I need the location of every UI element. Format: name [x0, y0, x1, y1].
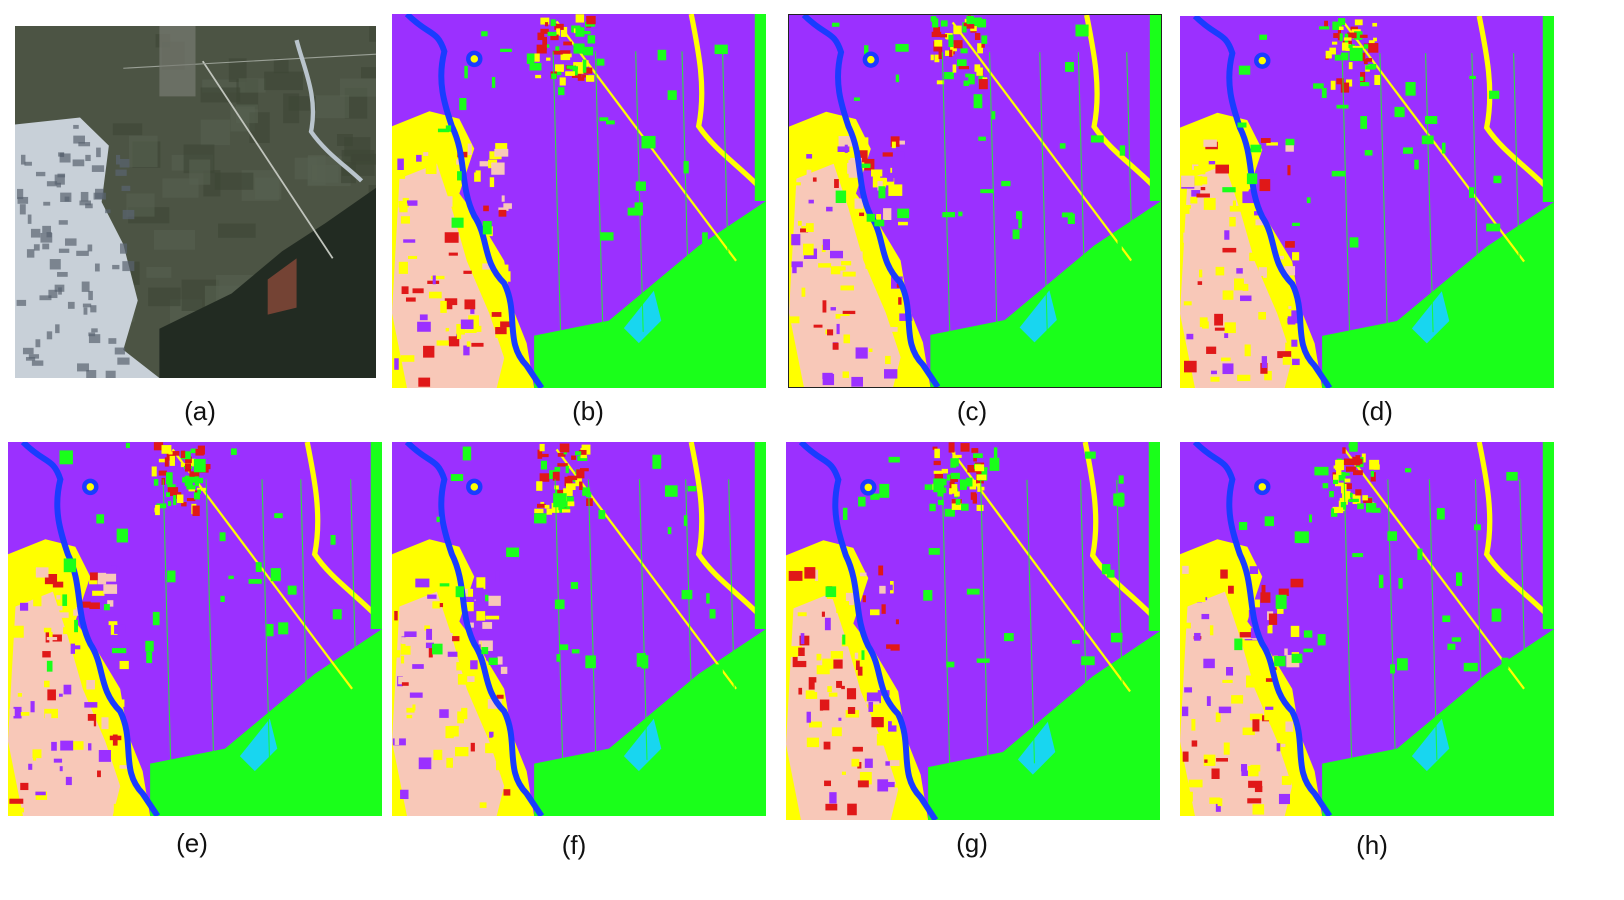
caption-d: (d) — [1361, 396, 1393, 426]
caption-f: (f) — [561, 830, 587, 860]
classification-map-c — [788, 14, 1162, 388]
classification-map-d — [1180, 16, 1554, 388]
classification-map-g — [786, 442, 1160, 820]
caption-h: (h) — [1356, 830, 1388, 860]
satellite-image — [15, 26, 376, 378]
caption-e: (e) — [176, 828, 208, 858]
classification-map-h — [1180, 442, 1554, 816]
caption-a: (a) — [184, 396, 216, 426]
caption-g: (g) — [956, 828, 988, 858]
classification-map-e — [8, 442, 382, 816]
caption-c: (c) — [956, 396, 988, 426]
classification-map-f — [392, 442, 766, 816]
caption-b: (b) — [572, 396, 604, 426]
classification-map-b — [392, 14, 766, 388]
